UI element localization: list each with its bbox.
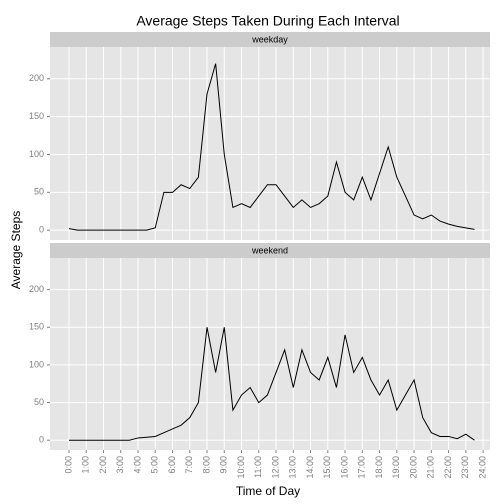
y-tick-label: 150 bbox=[29, 322, 44, 332]
y-tick-label: 100 bbox=[29, 149, 44, 159]
x-tick-label: 1:00 bbox=[81, 456, 91, 474]
y-tick-label: 150 bbox=[29, 111, 44, 121]
y-axis-label: Average Steps bbox=[9, 211, 23, 290]
x-tick-label: 12:00 bbox=[270, 456, 280, 479]
x-tick-label: 11:00 bbox=[253, 456, 263, 478]
x-tick-label: 18:00 bbox=[374, 456, 384, 479]
panel bbox=[50, 258, 490, 450]
x-tick-label: 4:00 bbox=[132, 456, 142, 474]
x-tick-label: 2:00 bbox=[98, 456, 108, 474]
x-axis-label: Time of Day bbox=[236, 484, 300, 498]
x-tick-label: 24:00 bbox=[477, 456, 487, 479]
x-tick-label: 7:00 bbox=[184, 456, 194, 474]
x-tick-label: 19:00 bbox=[391, 456, 401, 479]
chart-title: Average Steps Taken During Each Interval bbox=[136, 13, 399, 29]
x-tick-label: 14:00 bbox=[305, 456, 315, 479]
strip bbox=[50, 243, 490, 258]
x-tick-label: 21:00 bbox=[426, 456, 436, 479]
y-tick-label: 200 bbox=[29, 284, 44, 294]
x-tick-label: 0:00 bbox=[63, 456, 73, 474]
x-tick-label: 17:00 bbox=[357, 456, 367, 479]
y-tick-label: 50 bbox=[34, 397, 44, 407]
x-tick-label: 8:00 bbox=[201, 456, 211, 474]
y-tick-label: 200 bbox=[29, 73, 44, 83]
y-tick-label: 100 bbox=[29, 359, 44, 369]
x-tick-label: 23:00 bbox=[460, 456, 470, 479]
y-tick-label: 0 bbox=[39, 435, 44, 445]
line bbox=[68, 327, 475, 441]
strip bbox=[50, 32, 490, 47]
y-tick-label: 0 bbox=[39, 225, 44, 235]
x-tick-label: 10:00 bbox=[236, 456, 246, 479]
strip-label: weekend bbox=[251, 245, 288, 255]
y-tick-label: 50 bbox=[34, 187, 44, 197]
x-tick-label: 6:00 bbox=[167, 456, 177, 474]
panel bbox=[50, 47, 490, 240]
x-tick-label: 22:00 bbox=[443, 456, 453, 479]
x-tick-label: 3:00 bbox=[115, 456, 125, 474]
x-tick-label: 15:00 bbox=[322, 456, 332, 479]
x-tick-label: 13:00 bbox=[288, 456, 298, 479]
strip-label: weekday bbox=[251, 34, 288, 44]
line bbox=[68, 63, 475, 231]
x-tick-label: 16:00 bbox=[339, 456, 349, 479]
x-tick-label: 9:00 bbox=[219, 456, 229, 474]
x-tick-label: 5:00 bbox=[150, 456, 160, 474]
x-tick-label: 20:00 bbox=[408, 456, 418, 479]
